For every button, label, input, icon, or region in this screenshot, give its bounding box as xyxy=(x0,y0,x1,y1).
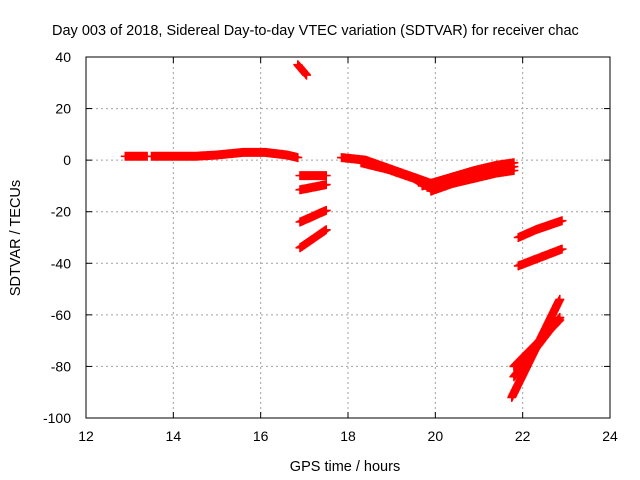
data-point-markers xyxy=(147,147,303,163)
data-segment xyxy=(293,60,311,80)
x-tick-label: 24 xyxy=(602,428,618,444)
y-axis-label: SDTVAR / TECUs xyxy=(8,180,24,296)
data-point-markers xyxy=(509,315,565,371)
data-point-markers xyxy=(293,60,311,80)
y-tick-label: -100 xyxy=(43,410,71,426)
data-segment xyxy=(417,158,519,191)
x-tick-label: 18 xyxy=(340,428,356,444)
data-segment xyxy=(120,151,152,161)
x-tick-label: 14 xyxy=(166,428,182,444)
y-tick-label: -60 xyxy=(51,307,71,323)
data-point-markers xyxy=(120,151,152,161)
data-point-markers xyxy=(295,205,331,227)
data-segment xyxy=(295,205,331,227)
y-tick-label: -20 xyxy=(51,204,71,220)
axis-ticks: 12 14 16 18 20 22 24 -100 -80 -60 -40 -20 0 20 40 xyxy=(43,49,618,444)
data-segment xyxy=(295,225,331,253)
y-tick-label: -80 xyxy=(51,358,71,374)
data-segment xyxy=(509,315,565,371)
x-tick-label: 16 xyxy=(253,428,269,444)
x-tick-label: 12 xyxy=(78,428,94,444)
x-tick-label: 20 xyxy=(428,428,444,444)
data-segment xyxy=(295,180,331,195)
data-points xyxy=(120,60,567,402)
data-point-markers xyxy=(513,244,567,271)
x-axis-label: GPS time / hours xyxy=(290,459,400,475)
y-tick-label: 0 xyxy=(63,152,71,168)
y-tick-label: 40 xyxy=(55,49,71,65)
data-point-markers xyxy=(417,158,519,191)
data-segment xyxy=(426,162,519,196)
data-segment xyxy=(295,171,331,181)
data-point-markers xyxy=(295,171,331,181)
data-point-markers xyxy=(426,162,519,196)
y-tick-label: 20 xyxy=(55,101,71,117)
data-point-markers xyxy=(295,180,331,195)
y-tick-label: -40 xyxy=(51,255,71,271)
x-tick-label: 22 xyxy=(515,428,531,444)
data-segment xyxy=(513,244,567,271)
data-segment xyxy=(513,216,567,242)
data-point-markers xyxy=(295,225,331,253)
chart-title: Day 003 of 2018, Sidereal Day-to-day VTE… xyxy=(52,23,579,39)
data-point-markers xyxy=(513,216,567,242)
data-segment xyxy=(147,147,303,163)
